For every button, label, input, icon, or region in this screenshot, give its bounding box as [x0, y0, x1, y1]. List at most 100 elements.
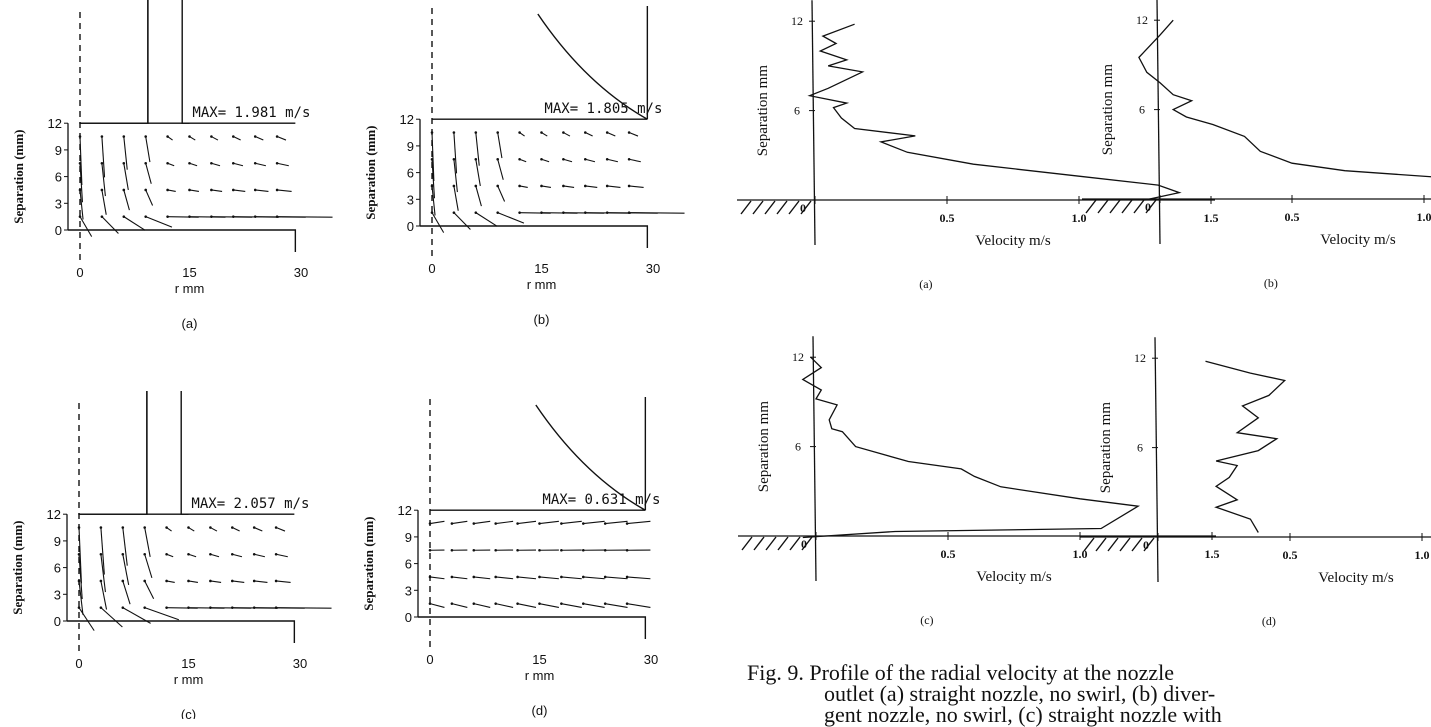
- vector-origin-dot: [429, 602, 432, 605]
- vector-origin-dot: [494, 602, 497, 605]
- velocity-vector: [540, 604, 559, 608]
- vector-origin-dot: [188, 189, 191, 192]
- panel-label: (b): [534, 312, 550, 327]
- velocity-vector: [233, 163, 243, 166]
- velocity-vector: [474, 577, 490, 579]
- ground-hatch: [766, 537, 776, 550]
- x-axis-label: r mm: [175, 281, 205, 296]
- y-tick-label: 12: [792, 350, 804, 364]
- vector-origin-dot: [606, 185, 609, 188]
- vector-origin-dot: [604, 549, 607, 552]
- x-axis-label: r mm: [527, 277, 557, 292]
- vector-origin-dot: [188, 135, 191, 138]
- velocity-vector: [79, 608, 94, 631]
- vector-origin-dot: [101, 162, 104, 165]
- vector-origin-dot: [78, 606, 81, 609]
- y-tick-label: 12: [398, 503, 412, 518]
- x-tick-label: 1.0: [1417, 210, 1431, 224]
- velocity-vector: [254, 581, 267, 583]
- vector-origin-dot: [518, 185, 521, 188]
- panel-label: (a): [182, 316, 198, 331]
- vector-origin-dot: [540, 158, 543, 161]
- vector-origin-dot: [188, 215, 191, 218]
- vector-origin-dot: [431, 211, 434, 214]
- vector-origin-dot: [101, 215, 104, 218]
- vector-origin-dot: [187, 553, 190, 556]
- y-tick-label: 6: [1137, 441, 1143, 455]
- velocity-vector: [146, 217, 172, 228]
- max-velocity-label: MAX= 1.805 m/s: [544, 101, 662, 117]
- velocity-vector: [476, 213, 497, 227]
- vector-origin-dot: [165, 553, 168, 556]
- vector-origin-dot: [538, 549, 541, 552]
- vector-origin-dot: [276, 215, 279, 218]
- y-tick-label: 6: [1139, 103, 1145, 117]
- vector-origin-dot: [516, 549, 519, 552]
- vector-origin-dot: [165, 580, 168, 583]
- velocity-vector: [627, 521, 650, 523]
- vector-origin-dot: [606, 131, 609, 134]
- ground-hatch: [1120, 538, 1130, 551]
- ground-hatch: [790, 537, 800, 550]
- vector-origin-dot: [582, 602, 585, 605]
- caption-line-3: gent nozzle, no swirl, (c) straight nozz…: [747, 704, 1427, 725]
- y-axis-label: Separation (mm): [361, 516, 376, 610]
- vector-origin-dot: [538, 522, 541, 525]
- impingement-plate: [68, 230, 295, 252]
- velocity-vector: [145, 528, 150, 557]
- vector-origin-dot: [78, 526, 81, 529]
- ground-hatch: [1122, 200, 1132, 213]
- velocity-vector: [430, 604, 444, 608]
- vector-origin-dot: [431, 185, 434, 188]
- velocity-vector: [627, 577, 650, 579]
- vector-origin-dot: [123, 135, 126, 138]
- vector-origin-dot: [628, 158, 631, 161]
- x-axis-label: r mm: [174, 672, 204, 687]
- vector-origin-dot: [232, 189, 235, 192]
- vector-origin-dot: [518, 211, 521, 214]
- vector-origin-dot: [187, 606, 190, 609]
- vector-origin-dot: [276, 189, 279, 192]
- y-tick-label: 0: [55, 223, 62, 238]
- vector-origin-dot: [606, 158, 609, 161]
- vector-origin-dot: [496, 131, 499, 134]
- vector-origin-dot: [475, 158, 478, 161]
- vector-origin-dot: [254, 215, 257, 218]
- vector-origin-dot: [101, 189, 104, 192]
- vector-origin-dot: [453, 185, 456, 188]
- velocity-vector: [498, 186, 505, 202]
- vector-origin-dot: [231, 553, 234, 556]
- vector-origin-dot: [628, 185, 631, 188]
- ground-hatch: [778, 537, 788, 550]
- vector-origin-dot: [166, 215, 169, 218]
- vector-origin-dot: [253, 580, 256, 583]
- vector-origin-dot: [429, 522, 432, 525]
- y-tick-label: 6: [407, 166, 414, 181]
- ground-hatch: [1084, 538, 1094, 551]
- x-tick-label: 30: [646, 261, 660, 276]
- velocity-vector: [254, 528, 262, 532]
- vector-origin-dot: [123, 215, 126, 218]
- panel-label: (a): [919, 277, 932, 291]
- velocity-vector: [607, 159, 618, 162]
- y-tick-label: 12: [791, 14, 803, 28]
- y-tick-label: 3: [407, 192, 414, 207]
- velocity-vector: [629, 213, 684, 214]
- ground-hatch: [1132, 538, 1142, 551]
- ground-hatch: [1110, 200, 1120, 213]
- vector-origin-dot: [210, 162, 213, 165]
- vector-origin-dot: [210, 189, 213, 192]
- vector-origin-dot: [604, 522, 607, 525]
- vector-origin-dot: [166, 189, 169, 192]
- vector-origin-dot: [582, 522, 585, 525]
- x-tick-label: 1.0: [1072, 211, 1087, 225]
- vector-origin-dot: [100, 526, 103, 529]
- y-axis-label: Separation mm: [1100, 64, 1116, 156]
- vector-origin-dot: [165, 606, 168, 609]
- vector-origin-dot: [560, 549, 563, 552]
- vector-origin-dot: [494, 549, 497, 552]
- vector-origin-dot: [101, 135, 104, 138]
- ground-hatch: [789, 201, 799, 214]
